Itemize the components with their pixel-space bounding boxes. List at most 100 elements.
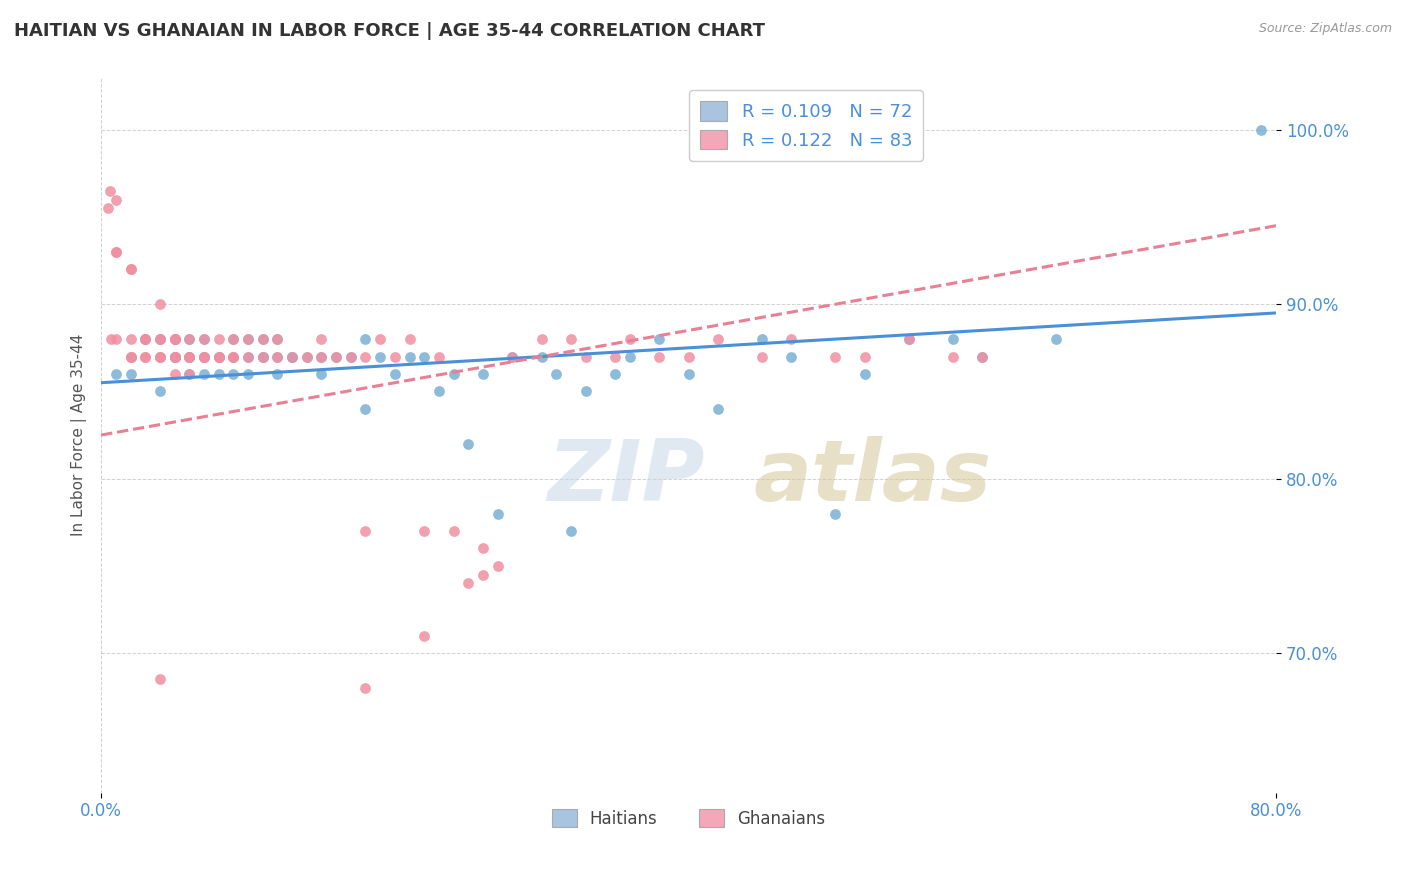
Legend: Haitians, Ghanaians: Haitians, Ghanaians [546,803,832,834]
Point [530,332,553,346]
Point [824,350,846,364]
Point [560,524,582,538]
Y-axis label: In Labor Force | Age 35-44: In Labor Force | Age 35-44 [72,334,87,536]
Point [472,541,495,556]
Point [149,350,172,364]
Point [120,350,142,364]
Point [207,350,229,364]
Point [942,332,965,346]
Point [340,350,363,364]
Point [179,367,201,381]
Point [163,332,186,346]
Point [413,524,436,538]
Point [163,350,186,364]
Point [311,350,333,364]
Point [179,367,201,381]
Point [1045,332,1067,346]
Point [179,350,201,364]
Point [368,350,391,364]
Point [413,629,436,643]
Point [266,332,288,346]
Point [605,367,627,381]
Point [163,350,186,364]
Point [427,384,450,399]
Point [149,384,172,399]
Point [104,367,127,381]
Point [149,350,172,364]
Point [457,576,479,591]
Point [619,350,641,364]
Point [972,350,994,364]
Point [193,350,215,364]
Point [897,332,920,346]
Point [222,350,245,364]
Point [354,401,377,416]
Point [252,350,274,364]
Point [222,367,245,381]
Point [149,673,172,687]
Point [236,367,259,381]
Point [707,401,730,416]
Point [398,332,420,346]
Text: HAITIAN VS GHANAIAN IN LABOR FORCE | AGE 35-44 CORRELATION CHART: HAITIAN VS GHANAIAN IN LABOR FORCE | AGE… [14,22,765,40]
Point [236,350,259,364]
Point [98,184,121,198]
Point [120,262,142,277]
Point [207,350,229,364]
Point [413,350,436,364]
Point [648,350,671,364]
Point [179,350,201,364]
Point [384,350,406,364]
Point [311,332,333,346]
Point [222,350,245,364]
Point [149,297,172,311]
Point [104,332,127,346]
Point [325,350,347,364]
Point [149,332,172,346]
Point [222,332,245,346]
Point [163,332,186,346]
Point [236,350,259,364]
Point [354,332,377,346]
Point [134,350,156,364]
Point [384,367,406,381]
Point [546,367,568,381]
Point [824,507,846,521]
Point [163,350,186,364]
Point [252,350,274,364]
Point [97,201,120,215]
Point [368,332,391,346]
Point [311,350,333,364]
Point [281,350,304,364]
Point [295,350,318,364]
Point [780,350,803,364]
Point [222,350,245,364]
Text: ZIP: ZIP [547,436,706,519]
Point [325,350,347,364]
Point [207,350,229,364]
Point [648,332,671,346]
Point [236,332,259,346]
Point [575,350,598,364]
Point [472,367,495,381]
Point [193,332,215,346]
Point [163,367,186,381]
Point [619,332,641,346]
Point [501,350,523,364]
Point [120,332,142,346]
Point [236,332,259,346]
Text: atlas: atlas [754,436,991,519]
Point [354,681,377,695]
Point [853,350,876,364]
Point [266,350,288,364]
Point [179,332,201,346]
Point [193,350,215,364]
Point [120,350,142,364]
Point [163,350,186,364]
Point [193,350,215,364]
Point [897,332,920,346]
Point [266,332,288,346]
Point [605,350,627,364]
Point [134,332,156,346]
Point [486,507,509,521]
